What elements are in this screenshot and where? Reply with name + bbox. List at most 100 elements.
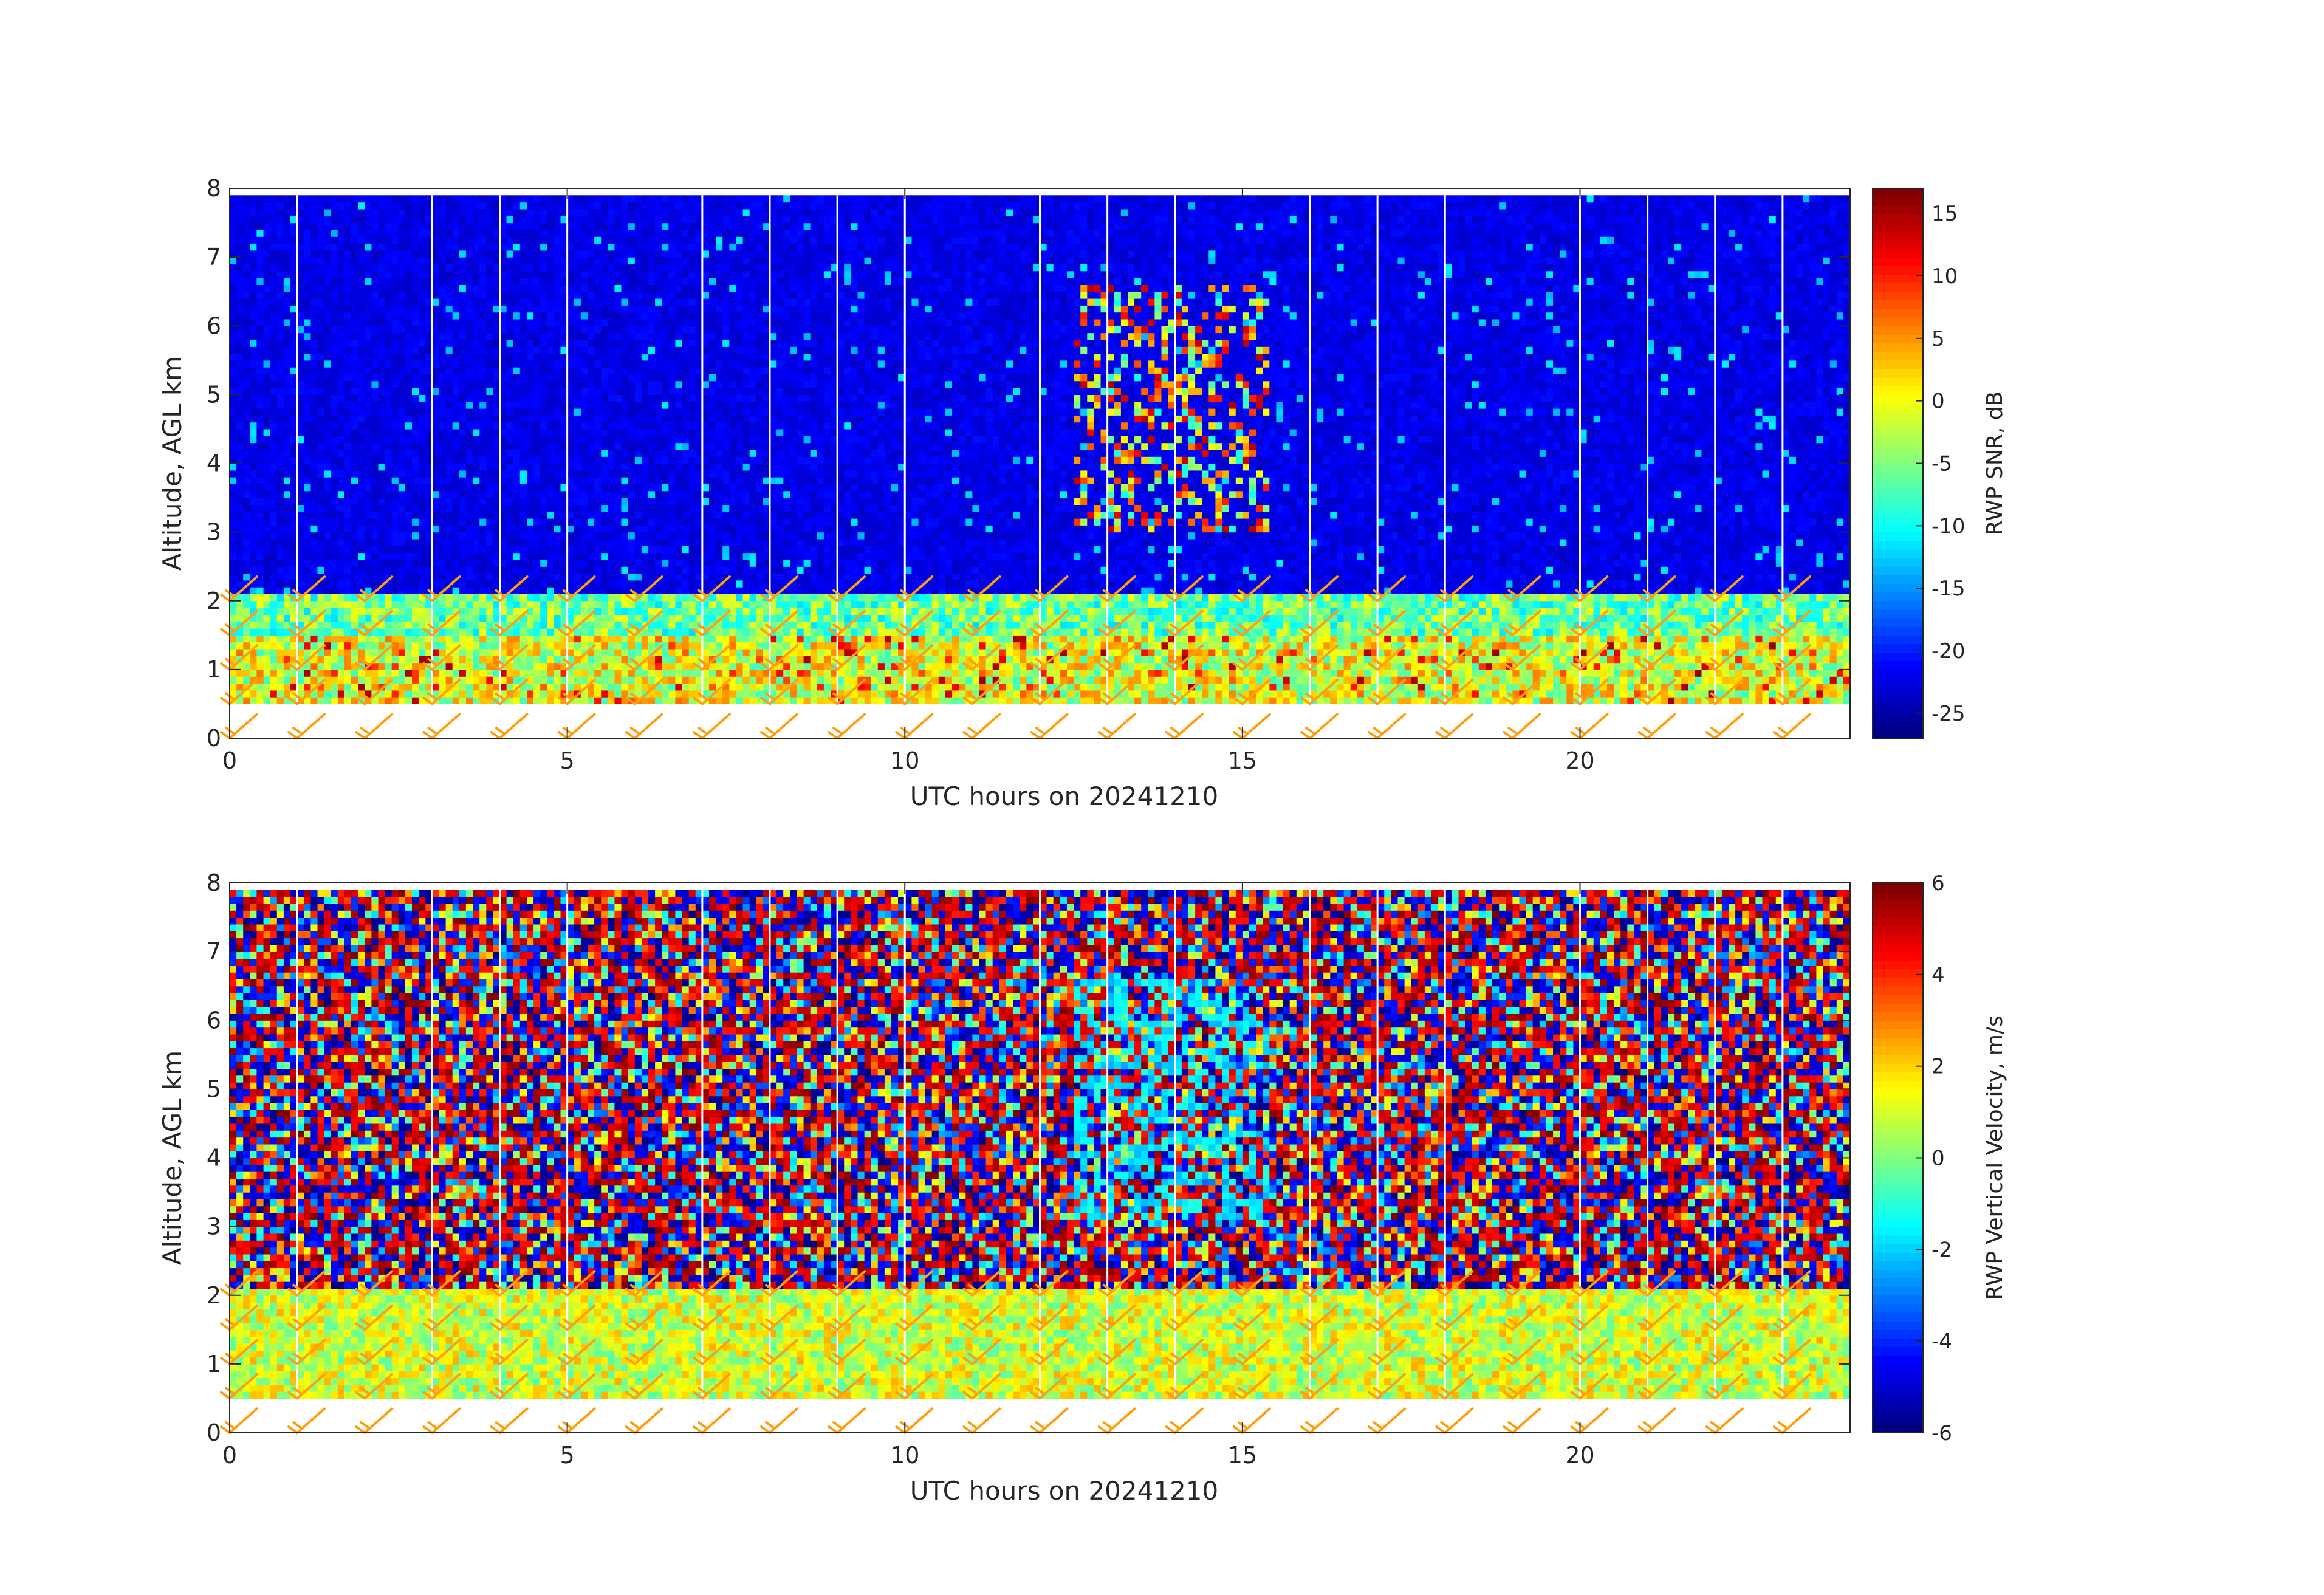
heatmap-cell: [432, 292, 439, 299]
heatmap-cell: [412, 271, 419, 278]
heatmap-cell: [236, 278, 244, 285]
heatmap-cell: [385, 284, 392, 292]
heatmap-cell: [412, 340, 419, 347]
heatmap-cell: [466, 608, 473, 615]
heatmap-cell: [540, 333, 547, 340]
heatmap-cell: [310, 443, 318, 450]
heatmap-cell: [594, 346, 602, 354]
heatmap-cell: [365, 264, 372, 271]
heatmap-cell: [297, 608, 304, 615]
heatmap-cell: [277, 456, 284, 464]
heatmap-cell: [351, 601, 358, 608]
heatmap-cell: [230, 340, 237, 347]
heatmap-cell: [243, 450, 250, 457]
heatmap-cell: [310, 697, 318, 704]
heatmap-cell: [331, 697, 338, 704]
heatmap-cell: [399, 608, 406, 615]
heatmap-cell: [243, 360, 250, 368]
heatmap-cell: [432, 601, 439, 608]
heatmap-cell: [540, 560, 547, 567]
heatmap-cell: [459, 319, 467, 326]
heatmap-cell: [500, 518, 507, 526]
heatmap-cell: [547, 264, 554, 271]
heatmap-cell: [581, 422, 588, 430]
heatmap-cell: [351, 574, 358, 581]
heatmap-cell: [439, 614, 447, 622]
heatmap-cell: [412, 436, 419, 443]
heatmap-cell: [405, 298, 413, 306]
heatmap-cell: [432, 271, 439, 278]
heatmap-cell: [466, 230, 473, 237]
heatmap-cell: [243, 429, 250, 436]
heatmap-cell: [412, 402, 419, 409]
heatmap-cell: [486, 209, 493, 216]
heatmap-cell: [432, 367, 439, 374]
heatmap-cell: [588, 450, 595, 457]
heatmap-cell: [581, 381, 588, 388]
heatmap-cell: [392, 422, 399, 430]
heatmap-cell: [277, 354, 284, 361]
heatmap-cell: [351, 250, 358, 258]
heatmap-cell: [419, 333, 426, 340]
heatmap-cell: [419, 518, 426, 526]
heatmap-cell: [344, 278, 352, 285]
heatmap-cell: [547, 278, 554, 285]
heatmap-cell: [581, 663, 588, 670]
heatmap-cell: [588, 305, 595, 312]
heatmap-cell: [297, 402, 304, 409]
heatmap-cell: [297, 574, 304, 581]
heatmap-cell: [540, 402, 547, 409]
heatmap-cell: [547, 244, 554, 251]
heatmap-cell: [439, 436, 447, 443]
heatmap-cell: [256, 326, 264, 333]
heatmap-cell: [405, 346, 413, 354]
heatmap-cell: [574, 367, 581, 374]
heatmap-cell: [594, 525, 602, 532]
heatmap-cell: [547, 663, 554, 670]
heatmap-cell: [581, 305, 588, 312]
heatmap-cell: [236, 257, 244, 264]
heatmap-cell: [304, 236, 311, 244]
heatmap-cell: [554, 498, 561, 505]
heatmap-cell: [466, 676, 473, 684]
heatmap-cell: [344, 436, 352, 443]
heatmap-cell: [318, 202, 325, 210]
heatmap-cell: [256, 360, 264, 368]
heatmap-cell: [250, 512, 257, 519]
heatmap-cell: [439, 649, 447, 656]
heatmap-cell: [574, 464, 581, 471]
heatmap-cell: [264, 443, 271, 450]
heatmap-cell: [439, 498, 447, 505]
heatmap-cell: [365, 560, 372, 567]
heatmap-cell: [358, 340, 365, 347]
heatmap-cell: [533, 477, 541, 484]
heatmap-cell: [513, 697, 521, 704]
heatmap-cell: [540, 250, 547, 258]
heatmap-cell: [284, 402, 291, 409]
heatmap-cell: [304, 470, 311, 478]
heatmap-cell: [547, 374, 554, 381]
heatmap-cell: [527, 525, 534, 532]
heatmap-cell: [581, 284, 588, 292]
heatmap-cell: [513, 408, 521, 416]
heatmap-cell: [554, 464, 561, 471]
heatmap-cell: [250, 470, 257, 478]
heatmap-cell: [473, 360, 480, 368]
heatmap-cell: [338, 470, 345, 478]
heatmap-cell: [567, 684, 575, 691]
heatmap-cell: [256, 333, 264, 340]
heatmap-cell: [554, 553, 561, 560]
heatmap-cell: [507, 670, 514, 677]
heatmap-cell: [358, 230, 365, 237]
heatmap-cell: [520, 450, 527, 457]
heatmap-cell: [533, 360, 541, 368]
heatmap-cell: [446, 244, 453, 251]
heatmap-cell: [331, 628, 338, 636]
heatmap-cell: [256, 374, 264, 381]
heatmap-cell: [486, 690, 493, 698]
heatmap-cell: [466, 305, 473, 312]
heatmap-cell: [507, 484, 514, 491]
heatmap-cell: [412, 622, 419, 629]
heatmap-cell: [527, 587, 534, 594]
heatmap-cell: [344, 408, 352, 416]
